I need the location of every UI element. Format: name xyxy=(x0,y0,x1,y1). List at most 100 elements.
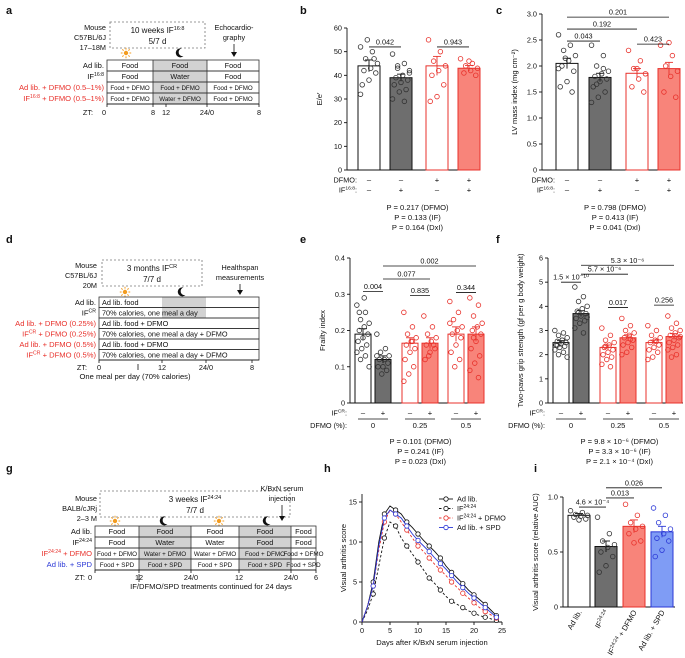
factor-value: + xyxy=(467,186,472,195)
sun-icon-ray xyxy=(221,516,224,519)
data-point xyxy=(659,547,665,553)
data-point xyxy=(669,52,676,59)
data-point xyxy=(599,325,605,331)
schedule-cell: Food + DFMO xyxy=(213,85,253,92)
regimen-title: 3 weeks IF24:24 xyxy=(169,495,221,504)
data-point xyxy=(560,47,567,54)
schedule-cell: Food + SPD xyxy=(286,562,321,569)
regimen-title: 10 weeks IF16:8 xyxy=(131,26,185,35)
data-point xyxy=(357,91,364,97)
label-sup: 24:24 xyxy=(609,635,621,649)
y-tick-label: 1 xyxy=(539,374,543,383)
dfmo-label: DFMO (%): xyxy=(310,421,347,430)
data-point xyxy=(572,511,579,518)
data-point xyxy=(375,364,381,370)
data-point xyxy=(394,63,401,69)
legend-text: Ad lib. xyxy=(457,495,477,504)
y-tick-label: 30 xyxy=(334,95,342,104)
panel-letter: b xyxy=(300,5,307,17)
echo-label: graphy xyxy=(223,33,246,42)
data-point xyxy=(361,67,367,74)
data-point xyxy=(479,320,485,326)
factor-value: + xyxy=(467,176,472,185)
data-point xyxy=(469,327,476,334)
schedule-cell: Food xyxy=(172,61,189,70)
data-point xyxy=(592,73,598,80)
data-point xyxy=(357,316,364,323)
series-point xyxy=(437,560,443,567)
data-point xyxy=(462,63,469,69)
series-point xyxy=(437,587,443,593)
data-point xyxy=(647,339,654,346)
data-point xyxy=(426,353,432,359)
factor-value: – xyxy=(635,186,640,195)
data-point xyxy=(354,302,360,308)
x-group-label: Ad lib. xyxy=(565,609,583,632)
data-point xyxy=(454,327,460,334)
data-point xyxy=(666,339,672,346)
factor-value: + xyxy=(667,186,672,195)
schedule-cell: Food xyxy=(207,527,224,536)
zt-tick-label: 8 xyxy=(151,108,155,117)
data-point xyxy=(569,89,575,95)
p-value-label: 0.013 xyxy=(611,488,629,497)
label-text: IF xyxy=(41,549,48,558)
data-point xyxy=(421,313,427,319)
schedule-cell: Water + DFMO xyxy=(194,551,236,558)
y-axis-label: Frailty index xyxy=(318,310,327,351)
data-point xyxy=(632,526,639,532)
schedule-cell: Food xyxy=(109,527,126,536)
regimen-days: 7/7 d xyxy=(186,506,204,515)
data-point xyxy=(638,538,644,544)
series-point xyxy=(460,604,466,611)
data-point xyxy=(383,367,390,374)
data-point xyxy=(654,535,660,541)
series-point xyxy=(482,614,488,620)
data-point xyxy=(588,99,595,106)
data-point xyxy=(596,569,602,575)
mouse-info: 17–18M xyxy=(80,43,106,52)
data-point xyxy=(579,306,585,312)
data-point xyxy=(357,356,364,363)
p-value-label: 0.256 xyxy=(655,296,673,305)
data-point xyxy=(653,327,660,334)
arrow-head xyxy=(279,516,285,521)
schedule-cell: Food + DFMO xyxy=(110,96,150,103)
schedule-cell: 70% calories, one meal a day xyxy=(102,308,198,317)
schedule-cell: Ad lib. food xyxy=(102,298,139,307)
p-value-label: 4.6 × 10⁻⁴ xyxy=(576,498,610,507)
data-point xyxy=(409,324,416,330)
series-point xyxy=(471,600,477,606)
data-point xyxy=(393,74,399,81)
data-point xyxy=(359,345,365,352)
data-point xyxy=(583,516,589,522)
label-text: IF xyxy=(82,308,89,317)
p-value-label: 0.004 xyxy=(364,282,382,291)
anova-stat: P = 2.1 × 10⁻⁴ (DxI) xyxy=(586,457,654,466)
data-point xyxy=(434,93,440,100)
data-point xyxy=(373,70,379,76)
data-point xyxy=(648,332,655,339)
data-point xyxy=(624,349,630,355)
y-tick-label: 5 xyxy=(539,278,543,287)
data-point xyxy=(605,349,611,355)
factor-value: – xyxy=(361,409,366,418)
data-point xyxy=(399,72,406,79)
panel-letter: c xyxy=(496,5,502,17)
mouse-info: 2–3 M xyxy=(77,514,97,523)
moon-icon xyxy=(262,516,271,526)
data-point xyxy=(559,63,565,69)
data-point xyxy=(660,530,667,537)
sun-icon-core xyxy=(216,518,222,524)
data-point xyxy=(671,337,677,343)
data-point xyxy=(571,68,577,74)
data-point xyxy=(371,56,377,62)
schedule-cell: Water + DFMO xyxy=(144,551,186,558)
data-point xyxy=(401,60,408,67)
data-point xyxy=(374,353,380,359)
data-point xyxy=(567,508,574,514)
data-point xyxy=(619,315,625,322)
factor-value: – xyxy=(565,186,570,195)
data-point xyxy=(453,342,459,348)
healthspan-label: Healthspan xyxy=(222,263,259,272)
